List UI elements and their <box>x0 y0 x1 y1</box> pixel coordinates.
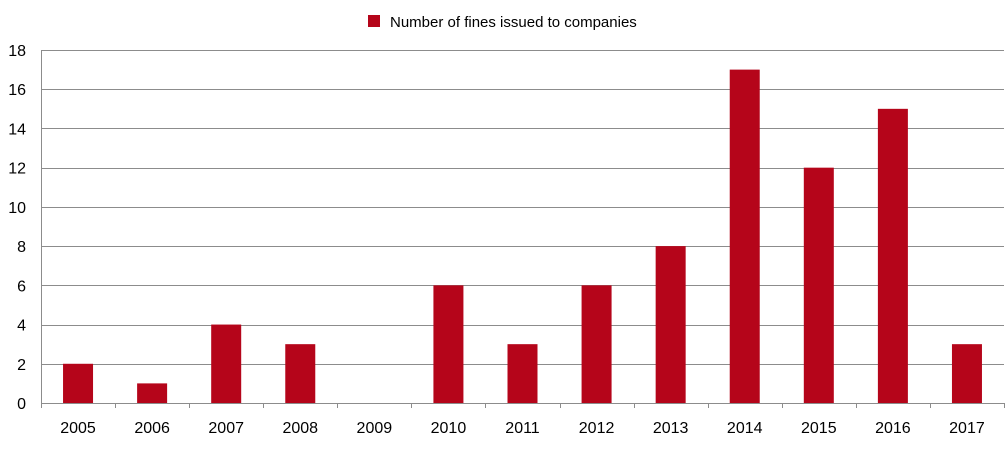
bar-2012 <box>581 285 612 403</box>
x-tick-label-2017: 2017 <box>949 420 985 437</box>
x-tick-label-2006: 2006 <box>134 420 170 437</box>
x-tick-label-2013: 2013 <box>653 420 689 437</box>
bar-2008 <box>285 344 316 403</box>
x-tick-label-2009: 2009 <box>357 420 393 437</box>
x-tick-label-2008: 2008 <box>282 420 318 437</box>
y-tick-label-14: 14 <box>8 121 26 138</box>
legend-label: Number of fines issued to companies <box>390 14 637 31</box>
gridlines <box>41 50 1004 365</box>
y-tick-label-8: 8 <box>17 239 26 256</box>
bars <box>63 69 982 403</box>
bar-2015 <box>803 167 834 403</box>
bar-2007 <box>211 324 242 403</box>
bar-2010 <box>433 285 464 403</box>
bar-2006 <box>137 383 168 403</box>
x-axis <box>41 50 1005 408</box>
bar-2017 <box>951 344 982 403</box>
x-tick-label-2011: 2011 <box>505 420 540 437</box>
bar-2016 <box>877 108 908 403</box>
x-tick-label-2012: 2012 <box>579 420 615 437</box>
bar-2011 <box>507 344 538 403</box>
bar-2013 <box>655 246 686 403</box>
bar-2005 <box>63 363 94 403</box>
y-tick-label-16: 16 <box>8 82 26 99</box>
y-tick-label-2: 2 <box>17 357 26 374</box>
y-tick-label-6: 6 <box>17 278 26 295</box>
y-tick-label-0: 0 <box>17 396 26 413</box>
y-tick-label-4: 4 <box>17 318 26 335</box>
x-tick-label-2015: 2015 <box>801 420 837 437</box>
bar-2014 <box>729 69 760 403</box>
legend: Number of fines issued to companies <box>368 14 637 31</box>
x-tick-label-2016: 2016 <box>875 420 911 437</box>
y-axis-tick-labels: 0 2 4 6 8 10 12 14 16 18 <box>8 43 26 413</box>
x-axis-tick-labels: 2005 2006 2007 2008 2009 2010 2011 2012 2013 2014… <box>60 420 985 437</box>
x-tick-label-2005: 2005 <box>60 420 96 437</box>
legend-swatch <box>368 15 380 27</box>
x-tick-label-2010: 2010 <box>431 420 467 437</box>
y-tick-label-10: 10 <box>8 200 26 217</box>
y-tick-label-18: 18 <box>8 43 26 60</box>
y-tick-label-12: 12 <box>8 161 26 178</box>
x-tick-label-2014: 2014 <box>727 420 763 437</box>
x-tick-label-2007: 2007 <box>208 420 244 437</box>
